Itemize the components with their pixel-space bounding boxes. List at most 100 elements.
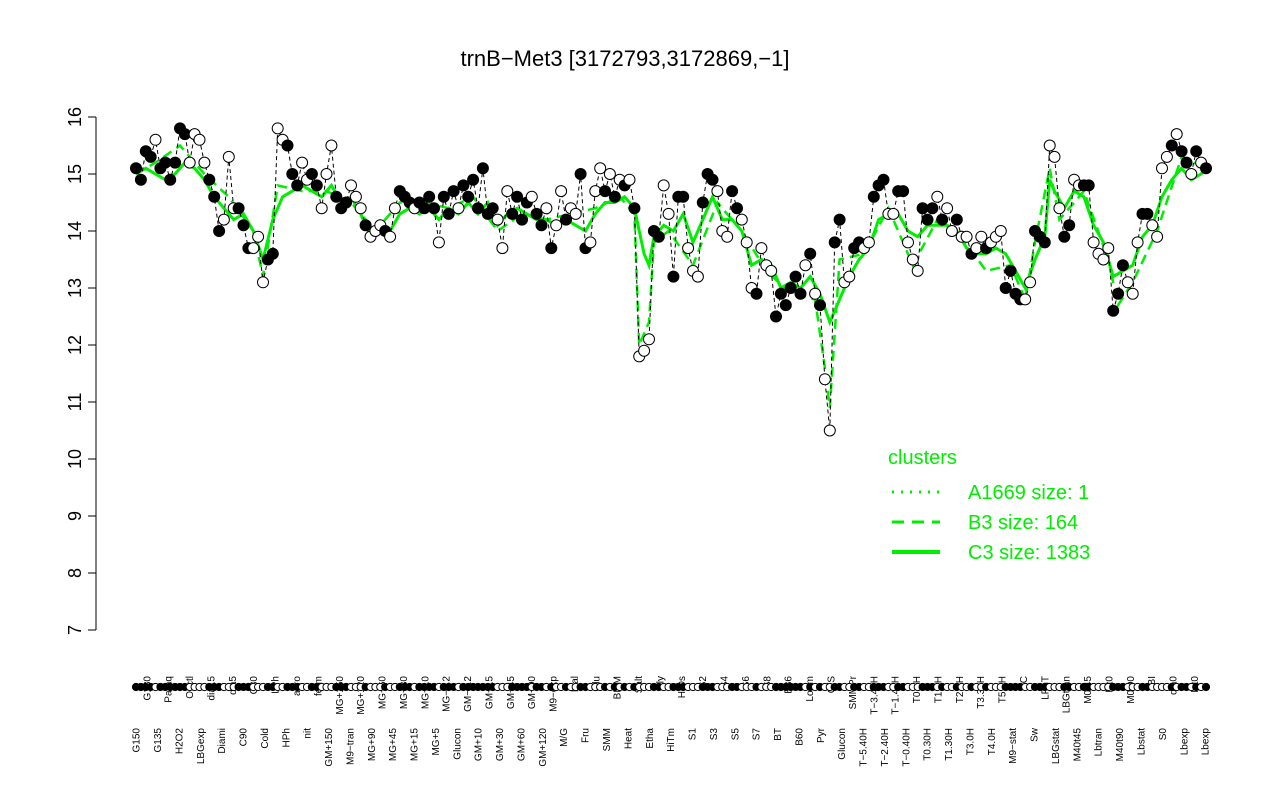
x-tick-label: S2 — [698, 676, 709, 689]
data-point — [1082, 179, 1095, 192]
data-point — [237, 219, 250, 232]
data-point — [1175, 145, 1188, 158]
data-point — [144, 150, 157, 163]
data-point — [657, 179, 670, 192]
data-point — [247, 242, 260, 255]
data-point — [721, 230, 734, 243]
y-tick-label: 13 — [65, 278, 85, 298]
x-tick-label: GM+150 — [324, 728, 335, 767]
data-point — [711, 185, 724, 198]
data-point — [428, 202, 440, 215]
data-point — [193, 133, 206, 146]
data-point — [252, 230, 265, 243]
data-point — [560, 213, 572, 226]
x-tick-label: SMMPr — [848, 675, 859, 709]
data-point — [134, 173, 147, 186]
data-point — [232, 202, 245, 215]
x-tick-label: T−2.40H — [880, 728, 891, 767]
data-point — [926, 202, 939, 215]
x-tick-label: S3 — [709, 728, 720, 741]
data-point — [330, 190, 343, 203]
x-tick-label: BC — [1019, 676, 1030, 690]
data-point — [1116, 259, 1129, 272]
x-tick-label: M9−exp — [549, 676, 560, 712]
data-point — [1058, 230, 1071, 243]
data-point — [584, 236, 597, 249]
data-point — [706, 173, 719, 186]
data-point — [1126, 287, 1139, 300]
x-tick-label: T0.30H — [923, 728, 934, 761]
data-point — [833, 213, 846, 226]
x-tick-label: M40t90 — [1115, 728, 1126, 762]
data-point — [603, 168, 616, 180]
chart-title: trnB−Met3 [3172793,3172869,−1] — [460, 46, 789, 71]
data-point — [198, 156, 211, 169]
data-point — [291, 179, 304, 192]
data-point — [1160, 150, 1173, 163]
data-point — [1063, 219, 1076, 232]
data-point — [770, 310, 782, 323]
data-point — [1087, 236, 1100, 249]
data-point — [296, 156, 309, 169]
data-point — [999, 282, 1012, 294]
data-point — [1043, 139, 1056, 152]
data-point — [682, 242, 695, 255]
data-point — [574, 168, 587, 180]
data-point — [457, 179, 470, 192]
x-tick-label: MG+45 — [388, 728, 399, 762]
x-tick-label: HPh — [281, 728, 292, 747]
x-tick-label: HiTm — [666, 728, 677, 752]
x-tick-label: T−5.40H — [859, 728, 870, 767]
data-point — [217, 213, 230, 226]
x-tick-label: GM+90 — [527, 676, 538, 710]
data-point — [731, 202, 743, 215]
data-point — [511, 190, 524, 203]
data-point — [911, 264, 924, 277]
y-tick-label: 16 — [65, 107, 85, 127]
data-point — [774, 287, 787, 300]
x-tick-label: M9−stat — [1008, 728, 1019, 764]
data-points — [130, 122, 1212, 437]
data-point — [1038, 236, 1051, 249]
data-point — [384, 230, 397, 243]
data-point — [437, 190, 450, 203]
x-tick-label: Lbexp — [1201, 728, 1212, 756]
data-point — [862, 236, 875, 249]
points-connector — [135, 127, 1207, 431]
data-point — [677, 190, 690, 203]
data-point — [305, 168, 318, 180]
legend: clusters A1669 size: 1 B3 size: 164 C3 siz… — [888, 447, 1090, 564]
data-point — [442, 207, 455, 220]
data-point — [931, 190, 944, 203]
x-tick-label: SMM — [602, 728, 613, 751]
x-tick-label: GM+45 — [506, 676, 517, 710]
x-tick-label: T4.0H — [987, 728, 998, 755]
x-tick-label: Diami — [217, 728, 228, 754]
data-point — [496, 242, 509, 255]
x-rug-mark — [1201, 682, 1211, 692]
data-point — [325, 139, 338, 152]
x-tick-label: MG−0.2 — [442, 676, 453, 712]
x-tick-label: S5 — [730, 728, 741, 741]
data-point — [164, 173, 177, 186]
x-tick-label: G150 — [132, 728, 143, 753]
data-point — [354, 202, 367, 215]
x-tick-label: MG+120 — [356, 676, 367, 715]
data-point — [975, 230, 988, 243]
data-point — [897, 185, 910, 198]
data-point — [608, 190, 621, 203]
y-tick-label: 10 — [65, 449, 85, 469]
x-tick-label: Glucon — [837, 728, 848, 760]
x-tick-label: S6 — [741, 676, 752, 689]
x-tick-label: T3.30H — [976, 676, 987, 709]
x-tick-label: BI — [1147, 676, 1158, 685]
data-point — [936, 213, 949, 226]
data-point — [359, 219, 372, 232]
data-point — [486, 202, 499, 215]
legend-label: B3 size: 164 — [968, 512, 1078, 534]
x-tick-label: GM+15 — [484, 676, 495, 710]
data-point — [203, 173, 216, 186]
data-point — [1165, 139, 1178, 152]
data-point — [1131, 236, 1144, 249]
data-point — [149, 133, 162, 146]
